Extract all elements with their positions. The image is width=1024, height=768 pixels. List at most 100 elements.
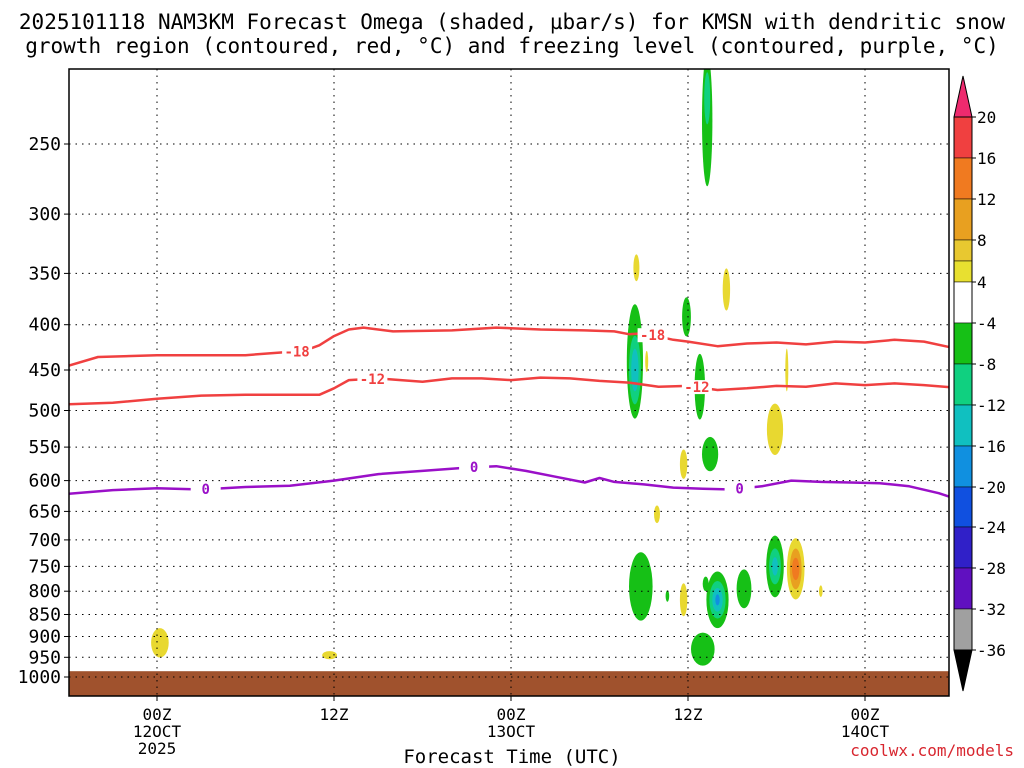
ground-fill bbox=[69, 671, 949, 696]
contour-label: -12 bbox=[360, 372, 385, 388]
omega-shaded-cell bbox=[772, 557, 778, 576]
x-tick-label: 2025 bbox=[138, 739, 177, 758]
y-tick-label: 700 bbox=[28, 530, 61, 551]
colorbar-segment bbox=[953, 157, 973, 200]
contour-label: -18 bbox=[284, 344, 309, 360]
omega-shaded-cell bbox=[702, 576, 709, 592]
y-tick-label: 650 bbox=[28, 501, 61, 522]
colorbar-frame bbox=[953, 116, 973, 651]
colorbar-segment bbox=[953, 239, 973, 262]
contour-label: -18 bbox=[640, 328, 665, 344]
y-tick-label: 600 bbox=[28, 471, 61, 492]
colorbar-label: -28 bbox=[977, 559, 1006, 578]
x-tick-label: 12Z bbox=[674, 705, 703, 724]
y-tick-label: 250 bbox=[28, 134, 61, 155]
omega-shaded-cell bbox=[702, 436, 719, 472]
y-tick-label: 1000 bbox=[18, 667, 61, 688]
colorbar-segment bbox=[953, 260, 973, 283]
colorbar-segment bbox=[953, 608, 973, 651]
x-axis-label: Forecast Time (UTC) bbox=[403, 746, 621, 768]
contour-label-bg bbox=[357, 371, 388, 386]
colorbar-segment bbox=[953, 281, 973, 324]
colorbar-label: 20 bbox=[977, 108, 996, 127]
y-tick-label: 500 bbox=[28, 401, 61, 422]
omega-shaded-cell bbox=[785, 348, 789, 392]
omega-shaded-cell bbox=[682, 297, 691, 337]
omega-shaded-cell bbox=[792, 557, 800, 581]
contour-label: -12 bbox=[684, 380, 709, 396]
colorbar-segment bbox=[953, 526, 973, 569]
colorbar-label: -16 bbox=[977, 437, 1006, 456]
omega-shaded-cell bbox=[766, 403, 784, 455]
y-tick-label: 300 bbox=[28, 204, 61, 225]
x-tick-label: 00Z bbox=[851, 705, 880, 724]
x-tick-label: 13OCT bbox=[487, 722, 536, 741]
omega-shaded-cell bbox=[722, 268, 731, 311]
chart-title-line-2: growth region (contoured, red, °C) and f… bbox=[25, 34, 999, 58]
colorbar-label: -24 bbox=[977, 518, 1006, 537]
contour-line bbox=[69, 464, 949, 498]
y-tick-label: 950 bbox=[28, 647, 61, 668]
contour-label: 0 bbox=[201, 482, 209, 498]
omega-shaded-cell bbox=[704, 72, 711, 125]
omega-shaded-cell bbox=[645, 350, 649, 372]
colorbar-bottom-arrow bbox=[953, 649, 973, 692]
omega-shaded-cell bbox=[691, 632, 715, 666]
chart-title-line-1: 2025101118 NAM3KM Forecast Omega (shaded… bbox=[18, 10, 1006, 34]
contour-label-bg bbox=[190, 482, 221, 497]
contour-line bbox=[69, 376, 949, 406]
contour-label-bg bbox=[459, 460, 490, 475]
omega-shaded-cell bbox=[151, 628, 169, 658]
omega-shaded-cell bbox=[951, 60, 954, 130]
x-tick-label: 00Z bbox=[143, 705, 172, 724]
contour-label: 0 bbox=[470, 460, 478, 476]
y-tick-label: 350 bbox=[28, 263, 61, 284]
contour-label: 0 bbox=[735, 482, 743, 498]
colorbar-label: -20 bbox=[977, 478, 1006, 497]
omega-shading-layer bbox=[151, 60, 954, 666]
colorbar-segment bbox=[953, 567, 973, 610]
y-tick-label: 400 bbox=[28, 315, 61, 336]
colorbar-segment bbox=[953, 445, 973, 488]
colorbar-segment bbox=[953, 404, 973, 447]
colorbar-segment bbox=[953, 322, 973, 365]
plot-frame bbox=[68, 68, 950, 697]
contour-label-bg bbox=[724, 481, 755, 496]
colorbar: 20 16 12 8 4 -4 -8 -12 -16 -20 -24 -28 -32 -36 bbox=[953, 75, 1006, 692]
omega-shaded-cell bbox=[715, 594, 720, 606]
omega-shaded-cell bbox=[819, 585, 823, 597]
colorbar-segment bbox=[953, 116, 973, 159]
colorbar-segment bbox=[953, 363, 973, 406]
colorbar-label: 4 bbox=[977, 273, 987, 292]
omega-shaded-cell bbox=[736, 569, 752, 609]
omega-shaded-cell bbox=[679, 583, 688, 617]
colorbar-label: -12 bbox=[977, 396, 1006, 415]
y-tick-label: 800 bbox=[28, 581, 61, 602]
colorbar-label: -32 bbox=[977, 600, 1006, 619]
source-credit: coolwx.com/models bbox=[850, 741, 1014, 760]
omega-shaded-cell bbox=[654, 505, 660, 524]
x-tick-label: 12OCT bbox=[133, 722, 182, 741]
contour-line bbox=[69, 326, 949, 367]
colorbar-label: -36 bbox=[977, 641, 1006, 660]
contour-label-bg bbox=[637, 328, 668, 343]
colorbar-label: -4 bbox=[977, 314, 996, 333]
y-tick-label: 550 bbox=[28, 437, 61, 458]
colorbar-label: -8 bbox=[977, 355, 996, 374]
grid-lines bbox=[69, 69, 949, 696]
y-tick-label: 450 bbox=[28, 360, 61, 381]
colorbar-label: 12 bbox=[977, 190, 996, 209]
omega-shaded-cell bbox=[322, 651, 337, 660]
ground-surface bbox=[69, 671, 949, 696]
contour-label-bg bbox=[681, 380, 712, 395]
colorbar-label: 8 bbox=[977, 231, 987, 250]
omega-shaded-cell bbox=[633, 254, 640, 282]
x-tick-label: 12Z bbox=[320, 705, 349, 724]
omega-shaded-cell bbox=[665, 590, 670, 602]
colorbar-segment bbox=[953, 198, 973, 241]
y-tick-label: 750 bbox=[28, 556, 61, 577]
y-tick-label: 850 bbox=[28, 605, 61, 626]
contour-label-bg bbox=[282, 344, 313, 359]
